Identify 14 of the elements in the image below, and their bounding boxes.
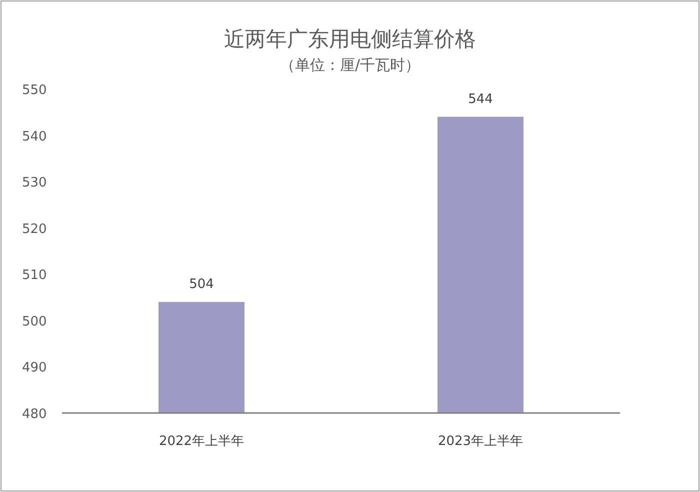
chart-subtitle: （单位：厘/千瓦时） [280,56,420,74]
data-label: 504 [189,276,214,292]
y-tick-label: 530 [22,176,47,191]
y-tick-label: 550 [22,83,47,98]
y-tick-label: 520 [22,222,47,237]
y-tick-label: 480 [22,407,47,422]
x-tick-label: 2023年上半年 [438,434,524,449]
y-tick-label: 490 [22,360,47,376]
chart-title: 近两年广东用电侧结算价格 [224,27,476,51]
y-tick-label: 540 [22,129,47,144]
x-tick-label: 2022年上半年 [158,434,244,449]
data-label: 544 [468,92,493,107]
y-tick-label: 510 [22,268,47,284]
y-tick-label: 500 [22,314,47,330]
